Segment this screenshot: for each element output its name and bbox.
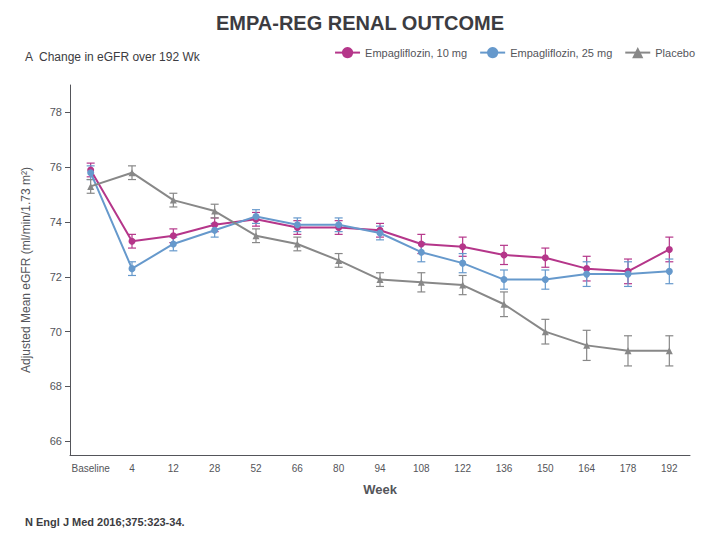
- svg-text:Week: Week: [363, 482, 397, 497]
- svg-text:70: 70: [50, 326, 62, 338]
- svg-text:192: 192: [661, 463, 678, 474]
- svg-text:72: 72: [50, 271, 62, 283]
- svg-text:68: 68: [50, 380, 62, 392]
- svg-text:94: 94: [374, 463, 386, 474]
- svg-text:164: 164: [578, 463, 595, 474]
- svg-text:108: 108: [413, 463, 430, 474]
- svg-text:136: 136: [496, 463, 513, 474]
- svg-text:76: 76: [50, 161, 62, 173]
- svg-text:Placebo: Placebo: [655, 47, 695, 59]
- svg-text:Empagliflozin, 10 mg: Empagliflozin, 10 mg: [365, 47, 467, 59]
- svg-text:52: 52: [250, 463, 262, 474]
- svg-text:12: 12: [168, 463, 180, 474]
- svg-text:66: 66: [50, 435, 62, 447]
- svg-text:122: 122: [454, 463, 471, 474]
- svg-text:66: 66: [292, 463, 304, 474]
- svg-text:EMPA-REG RENAL OUTCOME: EMPA-REG RENAL OUTCOME: [216, 12, 504, 34]
- svg-text:Adjusted Mean eGFR (ml/min/1.7: Adjusted Mean eGFR (ml/min/1.73 m²): [19, 167, 33, 373]
- svg-text:178: 178: [620, 463, 637, 474]
- svg-text:Baseline: Baseline: [71, 463, 110, 474]
- svg-text:78: 78: [50, 106, 62, 118]
- svg-text:150: 150: [537, 463, 554, 474]
- svg-text:74: 74: [50, 216, 62, 228]
- svg-text:28: 28: [209, 463, 221, 474]
- svg-text:A Change in eGFR over 192 Wk: A Change in eGFR over 192 Wk: [25, 50, 201, 64]
- svg-text:4: 4: [129, 463, 135, 474]
- svg-text:80: 80: [333, 463, 345, 474]
- svg-text:N Engl J Med 2016;375:323-34.: N Engl J Med 2016;375:323-34.: [25, 516, 185, 528]
- svg-text:Empagliflozin, 25 mg: Empagliflozin, 25 mg: [510, 47, 612, 59]
